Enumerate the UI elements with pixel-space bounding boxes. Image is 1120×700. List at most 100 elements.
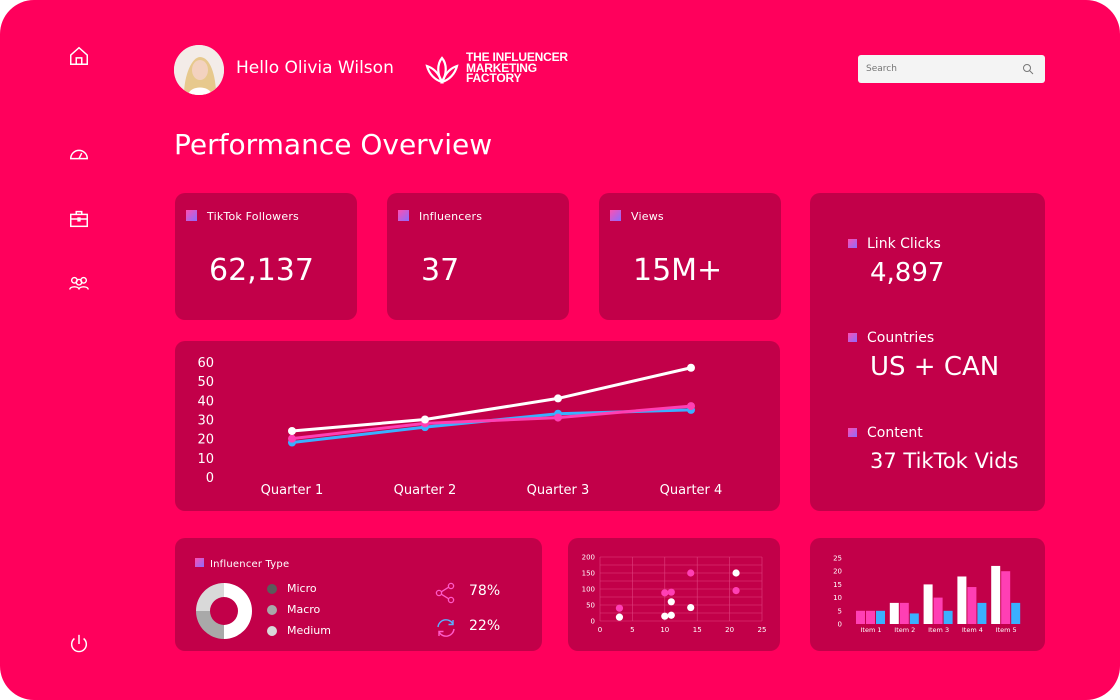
scatter-point <box>661 612 669 620</box>
search-input[interactable] <box>866 61 1016 77</box>
legend-square-icon <box>186 210 197 221</box>
views-label: Views <box>631 210 664 223</box>
legend-square-icon <box>610 210 621 221</box>
scatter-chart-card: 0 50 100 150 200 0 5 10 15 20 25 <box>568 538 780 651</box>
scatter-point <box>687 569 695 577</box>
legend-macro: Macro <box>267 603 320 616</box>
influencer-type-title: Influencer Type <box>210 559 290 570</box>
briefcase-icon[interactable] <box>68 208 90 230</box>
y-tick-label: 100 <box>582 586 595 594</box>
bar <box>991 565 1001 624</box>
line-chart-card: 0 10 20 30 40 50 60 Quarter 1 Quarter 2 Quarter 3… <box>175 341 780 511</box>
share-icon[interactable] <box>434 582 456 604</box>
bar <box>967 587 977 624</box>
line-point <box>687 363 695 372</box>
y-tick-label: 20 <box>197 433 214 448</box>
views-value: 15M+ <box>633 253 723 288</box>
y-tick-label: 0 <box>206 471 214 486</box>
users-icon[interactable] <box>68 273 90 295</box>
x-tick-label: 25 <box>758 626 767 634</box>
y-tick-label: 50 <box>197 375 214 390</box>
y-tick-label: 25 <box>833 555 842 563</box>
legend-dot-macro <box>267 604 277 615</box>
legend-label-micro: Micro <box>287 582 317 595</box>
link-clicks-label: Link Clicks <box>867 236 941 252</box>
search-box[interactable] <box>858 55 1045 83</box>
scatter-point <box>661 589 669 597</box>
scatter-point <box>732 587 740 595</box>
y-tick-label: 10 <box>197 452 214 467</box>
y-tick-label: 0 <box>591 618 595 626</box>
line-series <box>291 366 692 433</box>
legend-square-icon <box>848 239 857 248</box>
influencer-type-card: Influencer Type Micro Macro Medium 78% 2… <box>175 538 542 651</box>
bar <box>909 613 919 624</box>
legend-label-medium: Medium <box>287 624 331 637</box>
home-icon[interactable] <box>68 45 90 67</box>
scatter-point <box>732 569 740 577</box>
bar <box>876 610 885 624</box>
logo-line-2: MARKETING <box>466 60 537 75</box>
bar <box>957 576 967 624</box>
countries-value: US + CAN <box>870 352 1000 382</box>
x-tick-label: Quarter 1 <box>261 483 324 498</box>
influencers-label: Influencers <box>419 210 483 223</box>
x-tick-label: Item 2 <box>894 626 915 634</box>
line-point <box>554 413 562 422</box>
legend-micro: Micro <box>267 582 317 595</box>
line-point <box>554 394 562 403</box>
y-tick-label: 40 <box>197 394 214 409</box>
line-series <box>291 404 692 441</box>
donut-slice <box>224 583 252 639</box>
repost-icon[interactable] <box>434 617 458 639</box>
scatter-point <box>687 603 695 612</box>
tiktok-followers-card: TikTok Followers 62,137 <box>175 193 357 320</box>
power-icon[interactable] <box>68 633 90 655</box>
legend-dot-medium <box>267 625 277 636</box>
dashboard-gauge-icon[interactable] <box>68 143 90 165</box>
y-tick-label: 60 <box>197 356 214 371</box>
bar <box>889 602 899 624</box>
y-tick-label: 50 <box>586 602 595 610</box>
influencers-card: Influencers 37 <box>387 193 569 320</box>
views-card: Views 15M+ <box>599 193 781 320</box>
summary-panel: Link Clicks 4,897 Countries US + CAN Con… <box>810 193 1045 511</box>
x-tick-label: Item 4 <box>962 626 983 634</box>
x-tick-label: Quarter 4 <box>660 483 723 498</box>
legend-square-icon <box>195 558 204 567</box>
legend-label-macro: Macro <box>287 603 321 616</box>
x-tick-label: Item 3 <box>928 626 949 634</box>
scatter-point <box>615 604 624 612</box>
page-title: Performance Overview <box>174 128 493 161</box>
x-tick-label: 0 <box>598 626 602 634</box>
bar-chart: 0 5 10 15 20 25 Item 1 Item 2 Item 3 Item 4 Item 5 <box>833 555 1021 634</box>
y-tick-label: 200 <box>582 554 595 562</box>
scatter-point <box>667 588 675 596</box>
search-icon[interactable] <box>1022 63 1034 75</box>
influencers-value: 37 <box>421 253 460 288</box>
line-point <box>421 415 429 424</box>
bar <box>1001 571 1011 624</box>
countries-label: Countries <box>867 330 935 346</box>
x-tick-label: 5 <box>630 626 634 634</box>
legend-square-icon <box>848 333 857 342</box>
logo-line-1: THE INFLUENCER <box>466 50 568 64</box>
y-tick-label: 20 <box>833 568 842 576</box>
bar <box>933 597 943 624</box>
y-tick-label: 150 <box>582 570 595 578</box>
brand-logo: THE INFLUENCER MARKETING FACTORY <box>423 50 593 88</box>
logo-line-3: FACTORY <box>466 71 522 85</box>
tiktok-followers-label: TikTok Followers <box>207 210 299 223</box>
content-label: Content <box>867 425 923 441</box>
donut-slice <box>196 583 224 611</box>
repost-percentage: 22% <box>469 618 501 634</box>
avatar[interactable] <box>174 45 224 95</box>
bar <box>899 602 909 624</box>
bar <box>866 610 875 624</box>
x-tick-label: 15 <box>693 626 702 634</box>
bar <box>943 610 953 624</box>
x-tick-label: Item 5 <box>996 626 1017 634</box>
donut-slice <box>196 611 224 639</box>
y-tick-label: 0 <box>838 621 842 629</box>
